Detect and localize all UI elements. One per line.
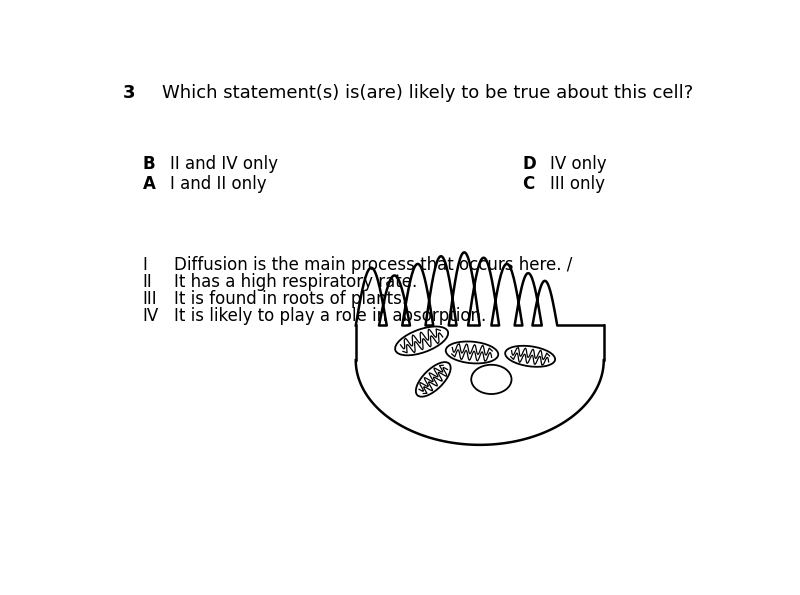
Text: 3: 3 xyxy=(123,84,136,102)
Text: Which statement(s) is(are) likely to be true about this cell?: Which statement(s) is(are) likely to be … xyxy=(162,84,694,102)
Text: I: I xyxy=(142,256,147,274)
Text: B: B xyxy=(142,155,155,173)
Text: C: C xyxy=(522,176,534,193)
Text: D: D xyxy=(522,155,536,173)
Text: II and IV only: II and IV only xyxy=(170,155,278,173)
Text: It is likely to play a role in absorption.: It is likely to play a role in absorptio… xyxy=(174,307,486,325)
Text: I and II only: I and II only xyxy=(170,176,266,193)
Text: IV: IV xyxy=(142,307,159,325)
Text: It has a high respiratory rate.: It has a high respiratory rate. xyxy=(174,273,417,291)
Text: III only: III only xyxy=(550,176,605,193)
Text: IV only: IV only xyxy=(550,155,606,173)
Text: A: A xyxy=(142,176,155,193)
Text: It is found in roots of plants.: It is found in roots of plants. xyxy=(174,290,406,308)
Text: Diffusion is the main process that occurs here. /: Diffusion is the main process that occur… xyxy=(174,256,572,274)
Text: II: II xyxy=(142,273,152,291)
Text: III: III xyxy=(142,290,158,308)
